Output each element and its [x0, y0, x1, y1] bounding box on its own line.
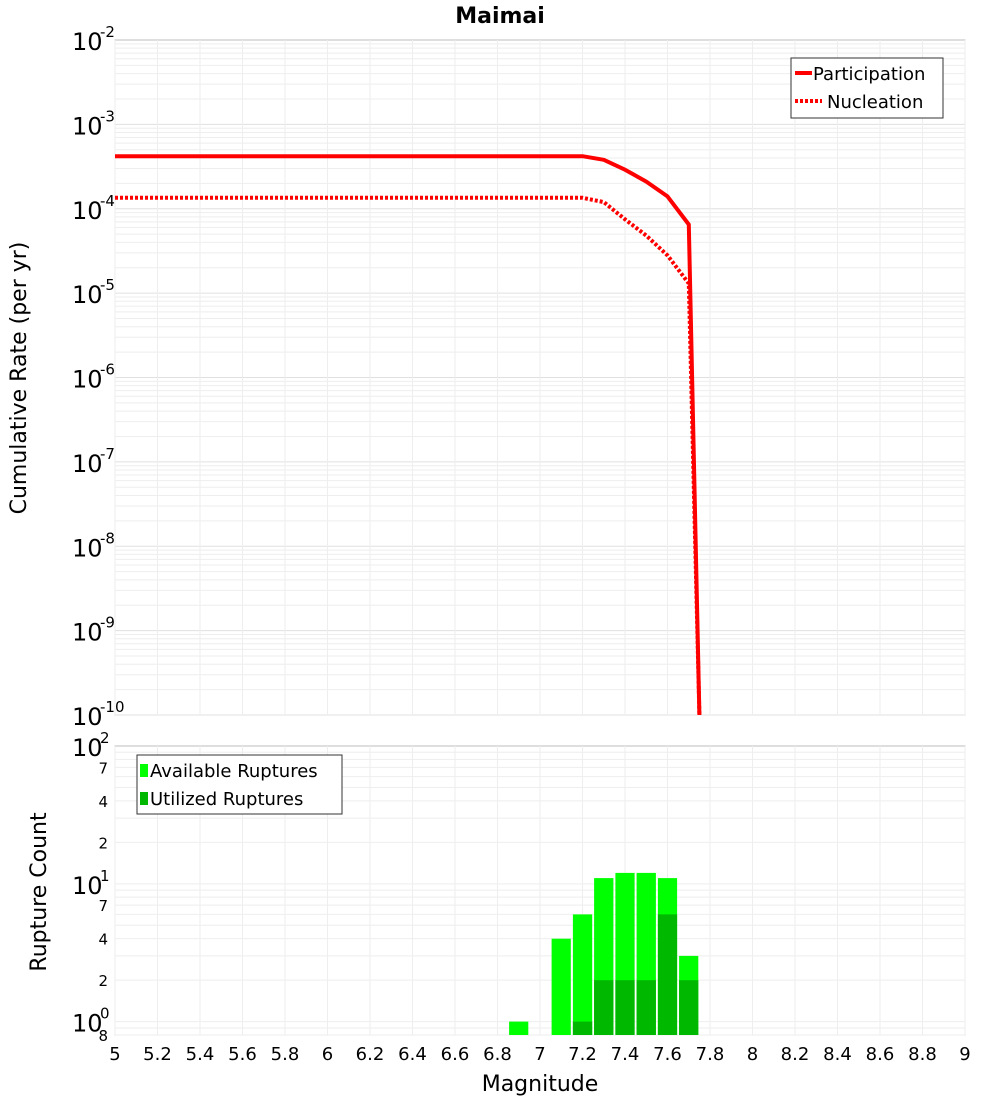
count-y-minor-label: 2 [98, 972, 108, 990]
x-tick-label: 8 [747, 1044, 758, 1065]
x-tick-label: 8.4 [823, 1044, 852, 1065]
legend-utilized-swatch [140, 792, 148, 805]
available-ruptures-bar [509, 1021, 529, 1035]
legend-nucleation-label: Nucleation [827, 92, 923, 113]
rate-y-tick-exponent: -10 [100, 698, 125, 716]
rate-y-tick-exponent: -5 [100, 276, 115, 294]
x-tick-label: 6.8 [483, 1044, 512, 1065]
x-tick-label: 7.4 [611, 1044, 640, 1065]
rate-y-tick-label: 10 [72, 450, 103, 478]
count-y-minor-label: 2 [98, 834, 108, 852]
utilized-ruptures-bar [679, 980, 699, 1035]
count-y-tick-label: 10 [72, 872, 103, 900]
x-tick-label: 6 [322, 1044, 333, 1065]
rate-series [115, 154, 702, 716]
legend-available-swatch [140, 764, 148, 777]
legend-available-label: Available Ruptures [150, 761, 318, 782]
count-y-minor-label: 4 [98, 931, 108, 949]
utilized-ruptures-bar [615, 980, 635, 1035]
x-tick-label: 6.4 [398, 1044, 427, 1065]
rate-y-tick-label: 10 [72, 703, 103, 731]
available-ruptures-bar [551, 938, 571, 1035]
x-tick-label: 7.6 [653, 1044, 682, 1065]
rate-y-tick-label: 10 [72, 534, 103, 562]
rate-y-tick-exponent: -6 [100, 361, 115, 379]
x-tick-label: 6.2 [356, 1044, 385, 1065]
rate-legend: Participation Nucleation [790, 57, 944, 119]
x-tick-label: 8.6 [866, 1044, 895, 1065]
rate-y-tick-label: 10 [72, 197, 103, 225]
legend-participation-label: Participation [813, 64, 925, 85]
rate-y-ticks: 10-210-310-410-510-610-710-810-910-10 [72, 23, 125, 731]
x-tick-label: 7.2 [568, 1044, 597, 1065]
count-y-minor-label: 7 [98, 759, 108, 777]
rate-y-tick-label: 10 [72, 619, 103, 647]
rate-y-tick-exponent: -7 [100, 445, 115, 463]
chart-title: Maimai [455, 4, 545, 29]
rate-panel: 10-210-310-410-510-610-710-810-910-10 Cu… [7, 23, 966, 731]
rate-y-tick-exponent: -9 [100, 614, 115, 632]
count-y-axis-label: Rupture Count [27, 812, 52, 972]
count-legend: Available Ruptures Utilized Ruptures [136, 754, 343, 815]
rate-y-tick-label: 10 [72, 366, 103, 394]
x-tick-label: 5.4 [186, 1044, 215, 1065]
rate-y-tick-label: 10 [72, 112, 103, 140]
rate-y-tick-exponent: -3 [100, 107, 115, 125]
rate-gridlines [114, 40, 966, 716]
x-tick-label: 5 [109, 1044, 120, 1065]
count-bars [509, 872, 699, 1035]
x-tick-label: 7.8 [696, 1044, 725, 1065]
count-y-minor-label: 8 [98, 1027, 108, 1045]
magnitude-x-ticks: 5 5.2 5.4 5.6 5.8 6 6.2 6.4 6.6 6.8 7 7.2 7.4 7.6 7.8 8… [109, 1044, 970, 1065]
count-y-tick-exponent: 0 [100, 1005, 110, 1023]
rate-y-tick-label: 10 [72, 28, 103, 56]
utilized-ruptures-bar [657, 914, 678, 1035]
rate-y-axis-label: Cumulative Rate (per yr) [7, 242, 32, 515]
rate-y-tick-exponent: -8 [100, 529, 115, 547]
count-y-minor-label: 4 [98, 793, 108, 811]
count-y-minor-label: 7 [98, 897, 108, 915]
utilized-ruptures-bar [636, 980, 656, 1035]
count-y-tick-exponent: 1 [100, 867, 110, 885]
x-tick-label: 5.2 [143, 1044, 172, 1065]
count-y-tick-label: 10 [72, 1010, 103, 1038]
count-y-tick-exponent: 2 [100, 729, 110, 747]
series-nucleation-line [115, 195, 702, 716]
utilized-ruptures-bar [572, 1021, 593, 1035]
rate-y-tick-label: 10 [72, 281, 103, 309]
x-tick-label: 9 [959, 1044, 970, 1065]
x-tick-label: 8.2 [781, 1044, 810, 1065]
x-tick-label: 5.6 [228, 1044, 257, 1065]
x-axis-label: Magnitude [482, 1072, 599, 1097]
series-participation-line [115, 154, 702, 716]
available-ruptures-bar [572, 914, 593, 1035]
rate-y-tick-exponent: -4 [100, 192, 115, 210]
count-y-tick-label: 10 [72, 734, 103, 762]
legend-utilized-label: Utilized Ruptures [150, 789, 303, 810]
utilized-ruptures-bar [594, 980, 614, 1035]
x-tick-label: 7 [534, 1044, 545, 1065]
rate-y-tick-exponent: -2 [100, 23, 115, 41]
x-tick-label: 5.8 [271, 1044, 300, 1065]
x-tick-label: 8.8 [908, 1044, 937, 1065]
x-tick-label: 6.6 [441, 1044, 470, 1065]
